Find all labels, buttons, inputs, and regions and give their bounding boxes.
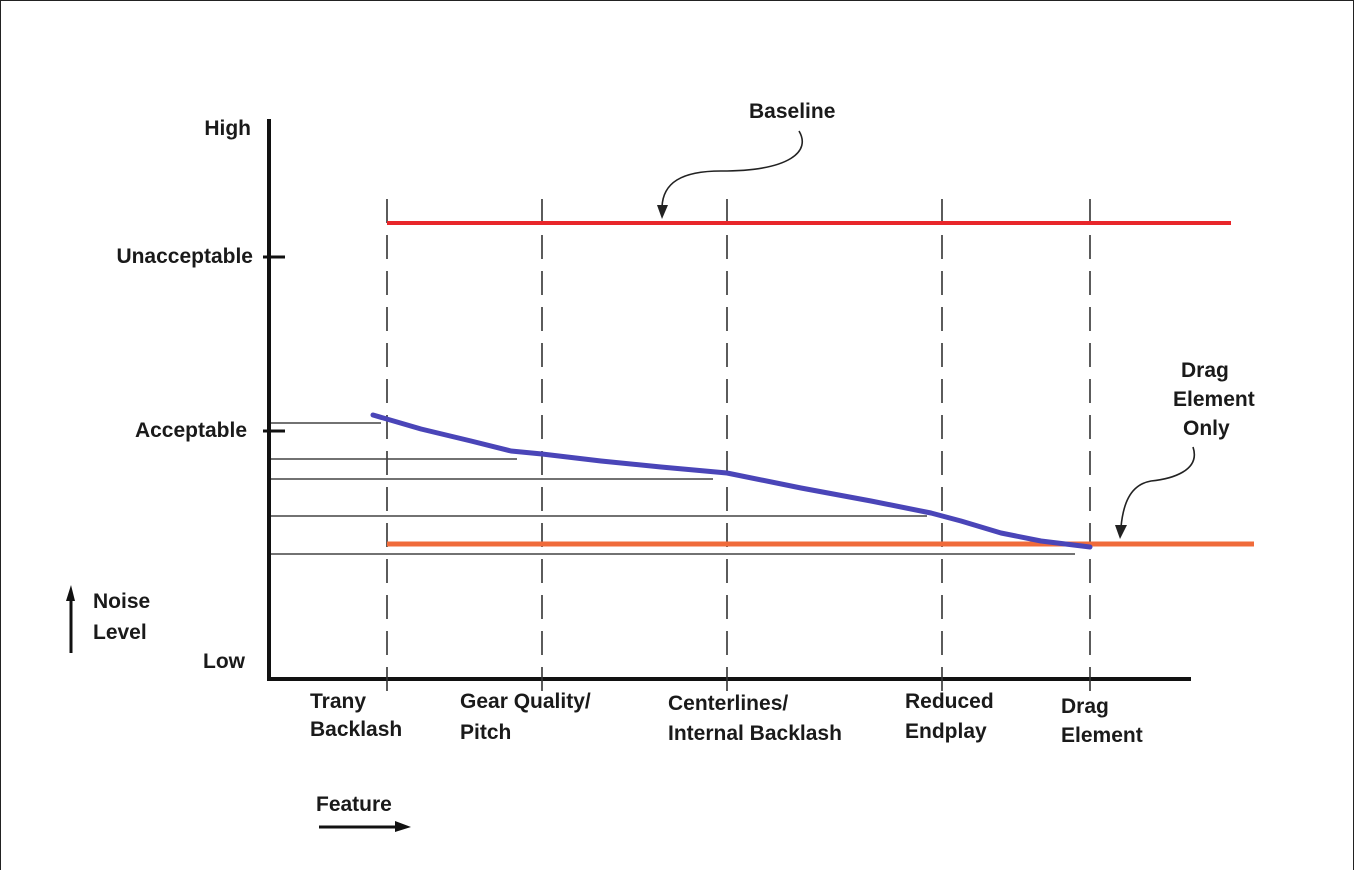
drag-only-label-line-1: Drag [1181,359,1229,382]
feature-label-drag-2: Element [1061,724,1143,747]
feature-label-gear-1: Gear Quality/ [460,690,591,713]
y-title-line-1: Noise [93,590,150,613]
feature-label-gear-2: Pitch [460,721,511,744]
baseline-pointer-arrow-head [657,205,668,219]
drag-only-label-line-3: Only [1183,417,1230,440]
feature-label-trany-1: Trany [310,690,366,713]
y-label-unacceptable: Unacceptable [116,245,253,268]
noise-curve [370,412,1093,550]
feature-label-trany-2: Backlash [310,718,402,741]
feature-label-endplay-2: Endplay [905,720,987,743]
y-label-acceptable: Acceptable [135,419,247,442]
drag-only-pointer-arrow-head [1115,525,1127,539]
feature-label-endplay-1: Reduced [905,690,994,713]
drag-only-pointer-arrow [1120,446,1196,528]
feature-label-drag-1: Drag [1061,695,1109,718]
y-title-line-2: Level [93,621,147,644]
x-title: Feature [316,793,392,816]
feature-label-centerlines-2: Internal Backlash [668,722,842,745]
drag-only-label-line-2: Element [1173,388,1255,411]
feature-right-arrow-head [395,821,411,832]
y-label-high: High [204,117,251,140]
y-label-low: Low [203,650,246,673]
baseline-label: Baseline [749,100,835,123]
feature-label-centerlines-1: Centerlines/ [668,692,788,715]
noise-up-arrow-head [66,585,75,601]
baseline-pointer-arrow [661,130,804,208]
